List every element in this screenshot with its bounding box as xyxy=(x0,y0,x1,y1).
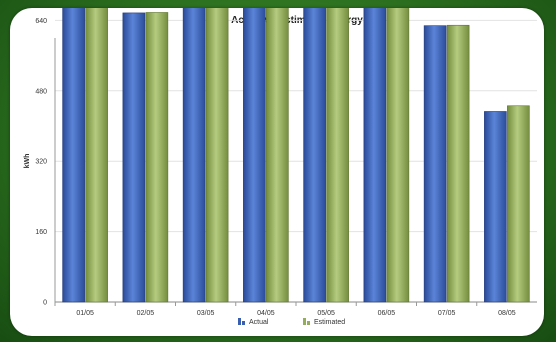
y-tick-label: 320 xyxy=(35,159,47,166)
bar-estimated-5 xyxy=(326,8,349,303)
y-tick-label: 480 xyxy=(35,88,47,95)
legend-label-actual: Actual xyxy=(249,319,269,326)
bar-actual-3 xyxy=(182,8,206,303)
y-tick-label: 640 xyxy=(35,18,47,25)
bar-estimated-2 xyxy=(145,12,169,303)
x-tick-label: 07/05 xyxy=(438,310,456,317)
legend-icon-estimated xyxy=(303,318,310,325)
legend-label-estimated: Estimated xyxy=(314,319,345,326)
bar-actual-5 xyxy=(303,8,326,303)
legend-icon-actual xyxy=(238,318,245,325)
bar-actual-7 xyxy=(423,25,447,303)
x-tick-label: 08/05 xyxy=(498,310,516,317)
bar-estimated-7 xyxy=(446,24,470,303)
bar-actual-6 xyxy=(363,8,387,303)
y-tick-label: 160 xyxy=(35,229,47,236)
x-tick-label: 06/05 xyxy=(378,310,396,317)
bar-estimated-6 xyxy=(386,8,410,303)
bar-actual-8 xyxy=(484,111,507,303)
bar-estimated-4 xyxy=(266,8,289,303)
bar-estimated-8 xyxy=(507,105,530,303)
x-axis-ticks: 01/05 02/05 03/05 04/05 05/05 06/05 07/05 08/05 xyxy=(54,302,516,317)
chart-card: Actual vs Estimated Energy 0 160 320 480 640… xyxy=(10,8,544,336)
x-tick-label: 03/05 xyxy=(197,310,215,317)
bars xyxy=(62,8,530,303)
bar-chart: Actual vs Estimated Energy 0160320480640… xyxy=(24,8,537,326)
bar-actual-2 xyxy=(122,12,146,303)
x-tick-label: 02/05 xyxy=(137,310,155,317)
x-tick-label: 05/05 xyxy=(317,310,335,317)
bar-estimated-3 xyxy=(205,8,229,303)
y-tick-label: 0 xyxy=(43,300,47,307)
y-axis-ticks: 0160320480640800 xyxy=(35,18,47,307)
legend: Actual Estimated xyxy=(238,318,345,326)
x-tick-label: 01/05 xyxy=(76,310,94,317)
x-tick-label: 04/05 xyxy=(257,310,275,317)
bar-actual-1 xyxy=(62,8,85,303)
bar-actual-4 xyxy=(243,8,266,303)
y-axis-label: kWh xyxy=(24,154,31,169)
bar-estimated-1 xyxy=(85,8,108,303)
